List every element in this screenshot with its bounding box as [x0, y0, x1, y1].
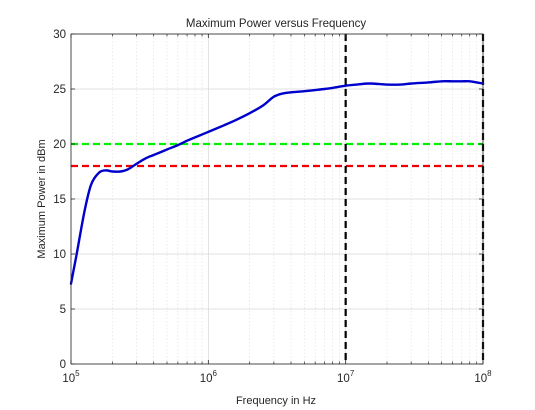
- x-tick-label-exponent: 7: [350, 369, 355, 378]
- y-axis-title: Maximum Power in dBm: [36, 139, 48, 258]
- x-tick-label-base: 10: [474, 373, 487, 385]
- x-tick-label: 105: [62, 369, 80, 385]
- x-axis-title: Frequency in Hz: [236, 395, 316, 407]
- chart-title: Maximum Power versus Frequency: [186, 18, 366, 30]
- x-tick-label-exponent: 5: [75, 369, 80, 378]
- x-tick-label-base: 10: [337, 373, 350, 385]
- x-tick-label: 107: [337, 369, 355, 385]
- x-tick-label-base: 10: [62, 373, 75, 385]
- y-tick-label: 20: [53, 139, 66, 151]
- series-line-0: [69, 80, 485, 285]
- y-tick-label: 0: [60, 359, 66, 371]
- x-tick-label-exponent: 8: [487, 369, 492, 378]
- x-tick-label: 106: [200, 369, 218, 385]
- y-tick-label: 30: [53, 29, 66, 41]
- series-layer: [69, 80, 485, 285]
- y-tick-label: 5: [60, 304, 66, 316]
- y-tick-label: 15: [53, 194, 66, 206]
- y-tick-label: 10: [53, 249, 66, 261]
- y-tick-labels: 0 5 10 15 20 25 30: [53, 29, 66, 371]
- x-tick-label: 108: [474, 369, 492, 385]
- x-tick-label-exponent: 6: [213, 369, 218, 378]
- y-tick-label: 25: [53, 84, 66, 96]
- x-tick-labels: 105 106 107 108: [62, 369, 492, 385]
- x-tick-label-base: 10: [200, 373, 213, 385]
- axis-ticks: [70, 33, 484, 365]
